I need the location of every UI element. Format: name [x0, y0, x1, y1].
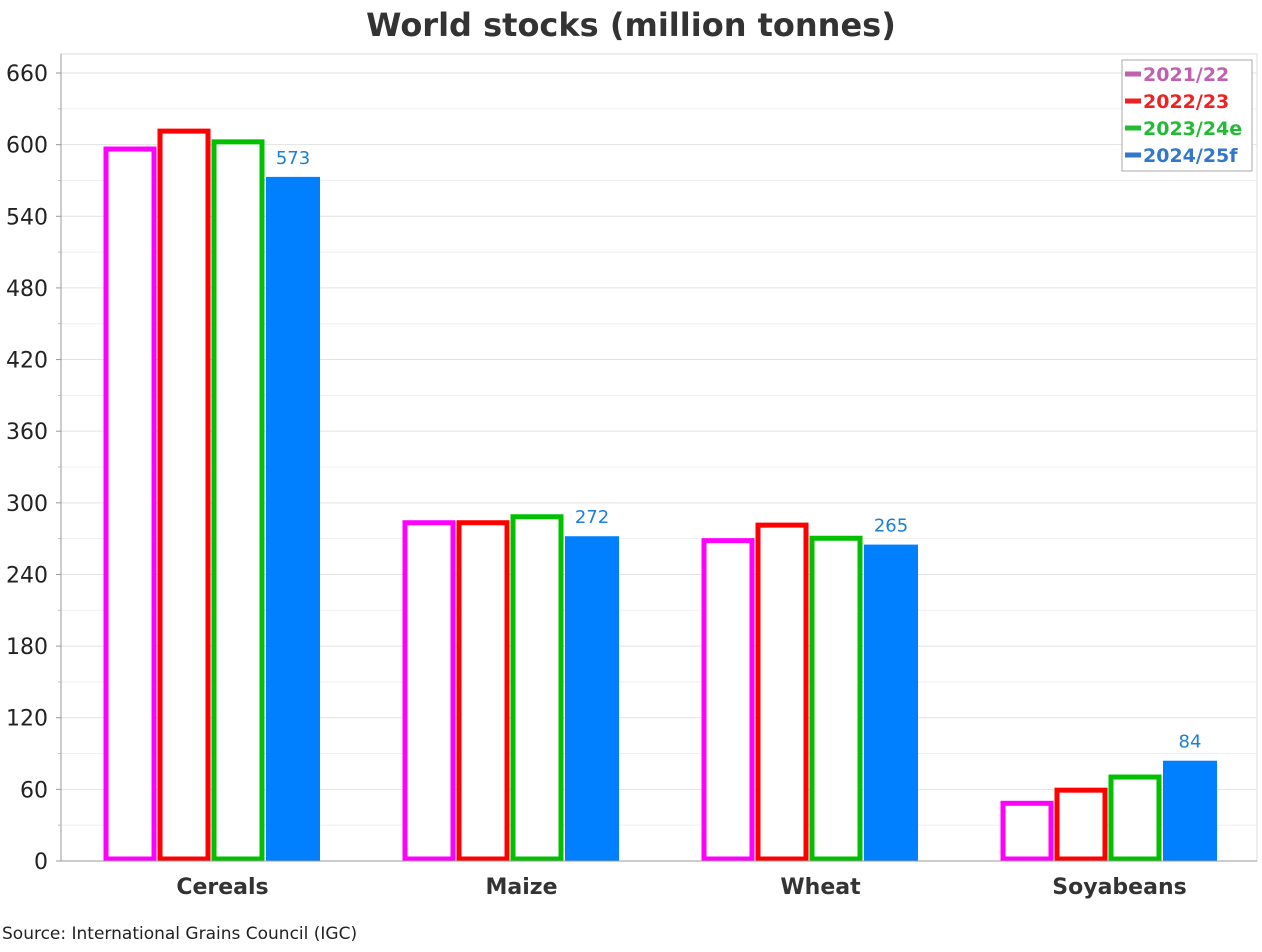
y-tick-label: 480	[6, 277, 48, 302]
chart-title: World stocks (million tonnes)	[366, 6, 896, 44]
bar	[755, 522, 809, 862]
data-label: 265	[874, 516, 908, 537]
legend-box	[1121, 59, 1253, 172]
data-label: 84	[1179, 732, 1202, 753]
x-tick-label: Soyabeans	[1052, 875, 1186, 900]
y-tick-label: 600	[6, 134, 48, 159]
y-tick-label: 540	[6, 205, 48, 230]
x-tick-label: Cereals	[176, 875, 268, 900]
bar	[1000, 800, 1054, 862]
legend-entry: 2024/25f	[1143, 145, 1238, 167]
source-note: Source: International Grains Council (IG…	[2, 924, 358, 944]
bar	[1108, 774, 1162, 862]
bar	[211, 139, 265, 862]
bar	[1054, 787, 1108, 862]
y-tick-label: 660	[6, 62, 48, 87]
bar	[510, 514, 564, 862]
legend: 2021/22 2022/23 2023/24e 2024/25f	[1121, 59, 1253, 172]
y-tick-label: 360	[6, 420, 48, 445]
bar	[266, 176, 320, 861]
y-tick-label: 420	[6, 349, 48, 374]
y-tick-label: 0	[34, 850, 48, 875]
axes: 0 60 120 180 240 300 360 420 480 540 600 660 Cereals…	[6, 54, 1257, 900]
y-tick-label: 180	[6, 635, 48, 660]
data-labels: 573 272 265 84	[276, 148, 1202, 753]
bar	[864, 544, 918, 861]
y-tick-label: 60	[20, 778, 48, 803]
bar	[701, 538, 755, 862]
bar	[456, 520, 510, 862]
legend-entry: 2023/24e	[1143, 118, 1242, 140]
bar	[157, 128, 211, 862]
y-tick-label: 120	[6, 707, 48, 732]
y-tick-label: 240	[6, 563, 48, 588]
bars	[103, 128, 1217, 862]
legend-entry: 2022/23	[1143, 91, 1229, 113]
legend-entry: 2021/22	[1143, 64, 1229, 86]
bar	[402, 520, 456, 862]
bar	[565, 536, 619, 861]
y-tick-label: 300	[6, 492, 48, 517]
bar	[809, 535, 863, 862]
bar	[103, 146, 157, 862]
data-label: 573	[276, 148, 310, 169]
x-tick-label: Wheat	[780, 875, 861, 900]
bar	[1163, 760, 1217, 861]
data-label: 272	[575, 507, 609, 528]
x-tick-label: Maize	[485, 875, 557, 900]
